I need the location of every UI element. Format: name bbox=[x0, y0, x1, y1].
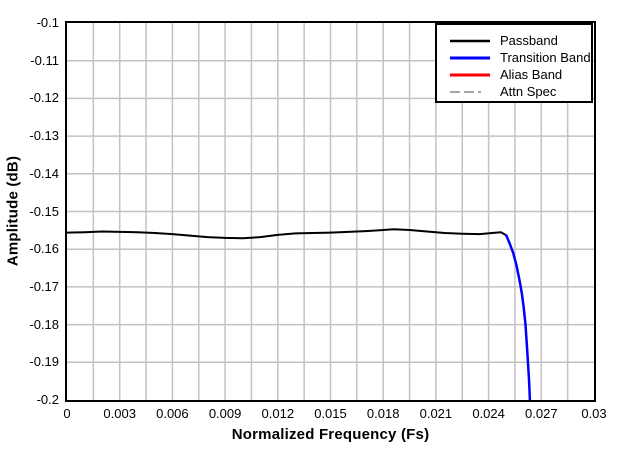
plot-canvas bbox=[67, 23, 594, 400]
legend-line-sample bbox=[450, 90, 490, 93]
legend-item: Alias Band bbox=[450, 66, 591, 83]
transition-band-line bbox=[504, 234, 532, 400]
legend-line-sample bbox=[450, 56, 490, 59]
x-tick-label: 0 bbox=[63, 406, 71, 421]
legend-items: Passband Transition Band Alias Band Attn Sp… bbox=[450, 32, 591, 100]
passband-line bbox=[67, 228, 508, 240]
legend-item-label: Transition Band bbox=[500, 50, 591, 65]
x-tick-label: 0.003 bbox=[103, 406, 136, 421]
x-axis-title: Normalized Frequency (Fs) bbox=[231, 426, 430, 443]
x-tick-label: 0.006 bbox=[156, 406, 189, 421]
legend-line-sample bbox=[450, 73, 490, 76]
y-tick-label: -0.17 bbox=[29, 278, 59, 294]
legend-box: Passband Transition Band Alias Band Attn Sp… bbox=[435, 23, 593, 103]
y-tick-label: -0.15 bbox=[29, 203, 59, 219]
y-tick-label: -0.12 bbox=[29, 90, 59, 106]
y-tick-label: -0.13 bbox=[29, 128, 59, 144]
y-tick-label: -0.1 bbox=[36, 15, 59, 30]
legend-item: Attn Spec bbox=[450, 83, 591, 100]
x-tick-label: 0.027 bbox=[525, 406, 558, 421]
legend-item-label: Alias Band bbox=[500, 67, 563, 82]
x-tick-label: 0.021 bbox=[419, 406, 453, 421]
y-tick-label: -0.19 bbox=[29, 354, 59, 370]
y-tick-label: -0.2 bbox=[36, 392, 59, 407]
x-tick-label: 0.009 bbox=[208, 406, 242, 421]
y-tick-label: -0.11 bbox=[30, 52, 59, 68]
y-tick-label: -0.14 bbox=[29, 165, 59, 181]
legend-line-sample bbox=[450, 39, 490, 42]
x-tick-label: 0.012 bbox=[261, 406, 295, 421]
x-tick-label: 0.015 bbox=[314, 406, 347, 421]
legend-item-label: Passband bbox=[500, 33, 558, 48]
y-tick-label: -0.16 bbox=[29, 241, 59, 257]
x-tick-label: 0.024 bbox=[472, 406, 505, 421]
legend-item: Passband bbox=[450, 32, 591, 49]
legend-item: Transition Band bbox=[450, 49, 591, 66]
y-tick-label: -0.18 bbox=[29, 316, 59, 332]
legend-item-label: Attn Spec bbox=[500, 84, 557, 99]
x-tick-label: 0.018 bbox=[366, 406, 400, 421]
x-tick-label: 0.03 bbox=[581, 406, 607, 421]
